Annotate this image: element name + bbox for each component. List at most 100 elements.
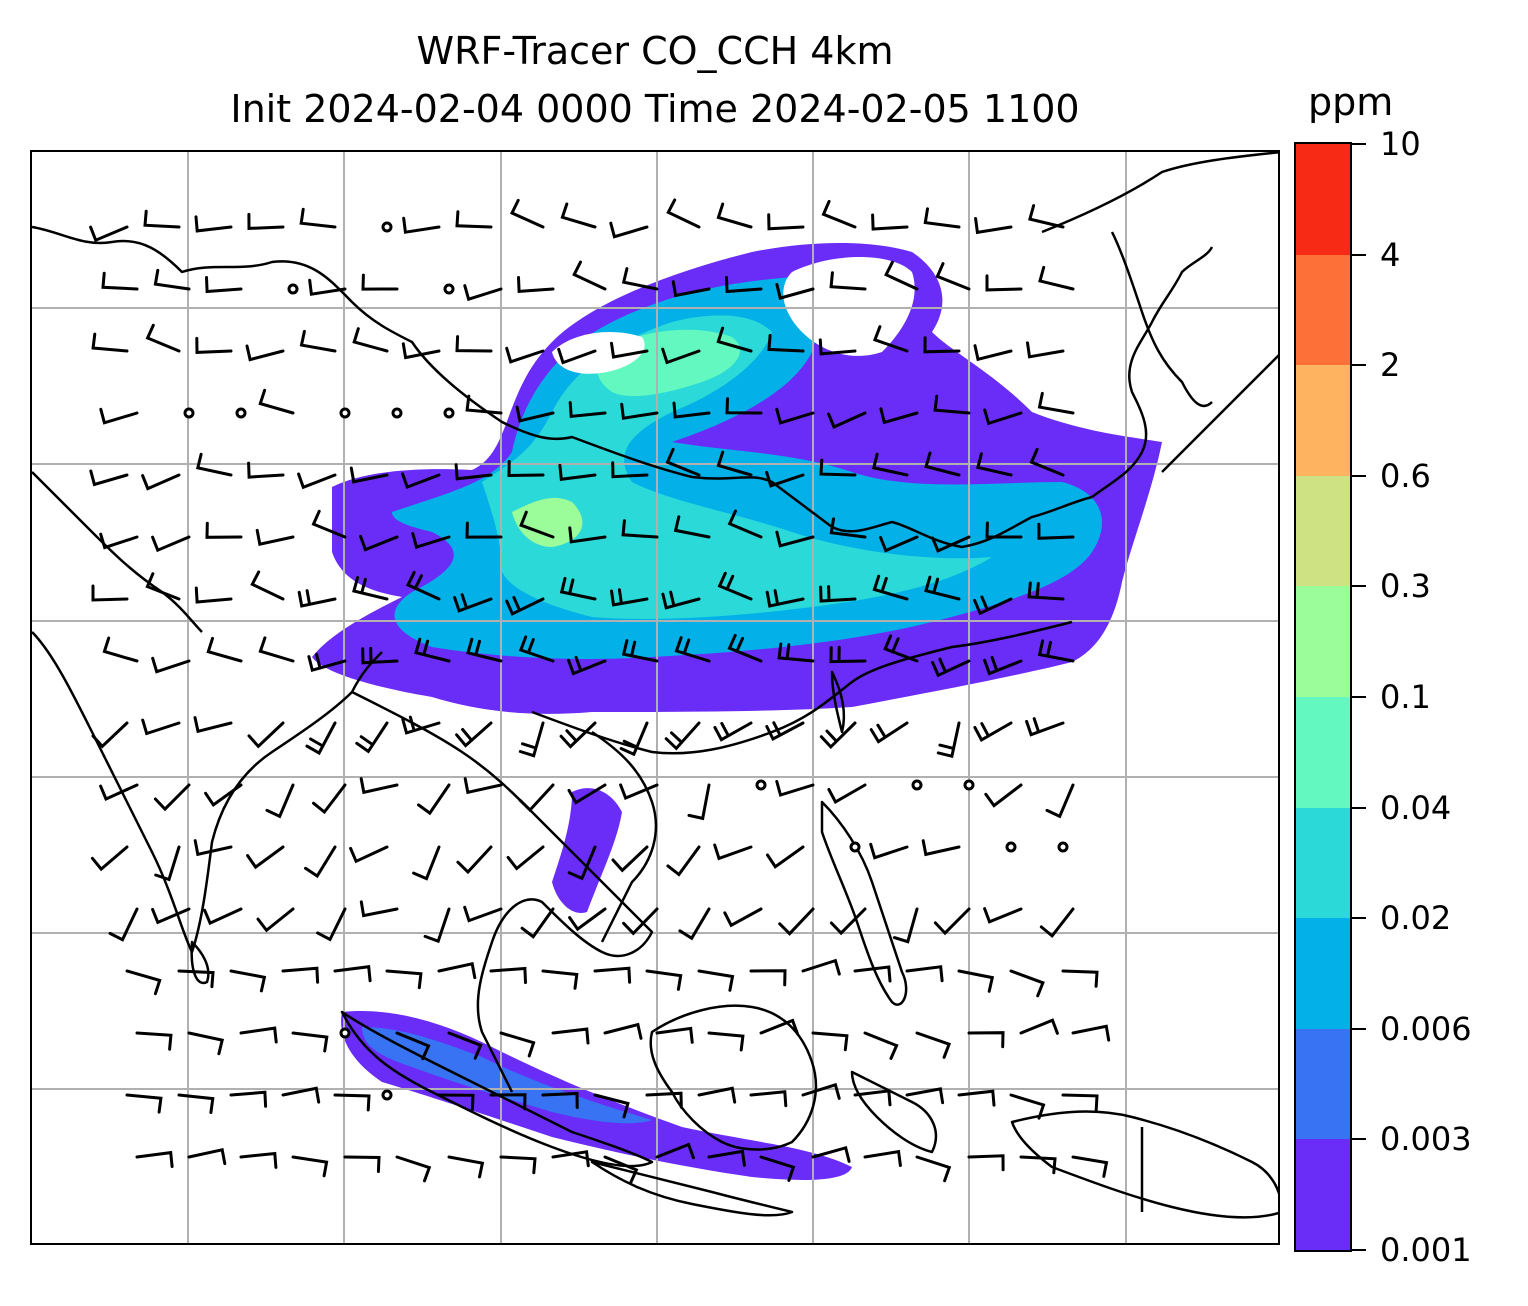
wind-barb xyxy=(135,1031,173,1051)
wind-barb xyxy=(829,645,867,664)
wind-barb xyxy=(973,595,1013,616)
colorbar-tick xyxy=(1352,806,1366,809)
plume-loop-hole xyxy=(783,257,915,356)
wind-barb xyxy=(923,336,961,354)
wind-barb xyxy=(1026,341,1065,359)
wind-barb xyxy=(619,783,659,800)
wind-barb xyxy=(568,907,607,932)
wind-barb xyxy=(1045,783,1075,819)
wind-barb xyxy=(801,1082,841,1100)
wind-barb xyxy=(985,274,1023,292)
wind-barb xyxy=(697,1086,737,1104)
colorbar-tick-label: 0.006 xyxy=(1380,1009,1472,1048)
wind-barb xyxy=(811,1145,851,1163)
wind-barb xyxy=(984,783,1023,808)
wind-barb xyxy=(749,969,787,987)
wind-barb xyxy=(101,271,139,291)
wind-barb xyxy=(385,969,423,990)
calm-marker xyxy=(849,841,861,853)
wind-barb xyxy=(933,907,971,936)
colorbar-tick xyxy=(1352,585,1366,588)
coast-vietnam xyxy=(591,730,658,943)
wind-barb xyxy=(505,596,545,616)
wind-barb xyxy=(151,907,191,925)
wind-barb xyxy=(307,652,347,673)
wind-barb xyxy=(716,202,753,229)
wind-barb xyxy=(517,276,555,294)
colorbar xyxy=(1294,142,1352,1252)
wind-barb xyxy=(247,212,285,230)
wind-barb xyxy=(863,1149,902,1167)
colorbar-tick xyxy=(1352,1249,1366,1251)
wind-barb xyxy=(967,1154,1005,1172)
wind-barb xyxy=(195,336,233,354)
wind-barb xyxy=(853,1089,892,1107)
wind-barb xyxy=(297,589,337,608)
coast-philippines xyxy=(820,800,908,1006)
wind-barb xyxy=(1039,907,1075,939)
map-canvas xyxy=(32,152,1278,1243)
wind-barb xyxy=(678,907,711,941)
wind-barb xyxy=(91,721,129,749)
plume-north-peak xyxy=(512,497,583,547)
colorbar-tick-label: 0.3 xyxy=(1380,567,1431,606)
wind-barb xyxy=(759,1155,796,1182)
wind-barb xyxy=(305,721,337,756)
coast-borneo xyxy=(649,1004,818,1151)
wind-barb xyxy=(455,335,493,353)
wind-barb xyxy=(1028,204,1065,229)
wind-barb xyxy=(463,284,503,302)
wind-barb xyxy=(818,338,857,356)
wind-barb xyxy=(239,1026,278,1044)
wind-barb xyxy=(423,907,451,944)
wind-barb xyxy=(767,213,805,231)
calm-marker xyxy=(339,407,351,419)
colorbar-tick-label: 0.04 xyxy=(1380,788,1452,827)
wind-barb xyxy=(557,347,597,365)
wind-barb xyxy=(716,326,753,353)
wind-barb xyxy=(91,332,129,353)
plume-south-inner xyxy=(362,1027,652,1124)
wind-barb xyxy=(1027,581,1065,601)
colorbar-tick xyxy=(1352,474,1366,477)
wind-barb xyxy=(291,1031,329,1053)
wind-barb xyxy=(465,394,503,415)
wind-barb xyxy=(352,576,389,601)
calm-marker xyxy=(1057,841,1069,853)
wind-barb xyxy=(551,1150,590,1168)
colorbar-tick-label: 10 xyxy=(1380,125,1421,163)
coast-japan xyxy=(1161,354,1278,473)
wind-barb xyxy=(619,721,649,757)
wind-barb xyxy=(343,1155,381,1173)
wind-barb xyxy=(304,845,337,879)
wind-barb xyxy=(983,907,1023,924)
wind-barb xyxy=(245,344,285,362)
colorbar-segment xyxy=(1296,1028,1350,1140)
wind-barb xyxy=(311,509,347,539)
wind-barb xyxy=(664,721,701,751)
calm-marker xyxy=(755,779,767,791)
wind-barb xyxy=(355,721,389,754)
wind-barb xyxy=(551,1027,590,1045)
wind-barb xyxy=(453,593,493,613)
wind-barb xyxy=(402,216,441,234)
wind-barb xyxy=(1025,717,1065,737)
wind-barb xyxy=(749,1090,788,1108)
calm-marker xyxy=(963,779,975,791)
calm-marker xyxy=(339,1027,351,1039)
wind-barb xyxy=(1037,391,1075,415)
colorbar-tick-label: 2 xyxy=(1380,346,1401,385)
wind-barb xyxy=(489,1093,527,1111)
wind-barb xyxy=(775,283,815,300)
colorbar-segment xyxy=(1296,807,1350,919)
wind-barb xyxy=(801,958,841,976)
calm-wind-markers xyxy=(183,221,1069,1101)
wind-barb xyxy=(655,1026,694,1044)
wind-barb xyxy=(239,1151,278,1169)
wind-barb xyxy=(1037,639,1075,663)
wind-barb xyxy=(308,278,347,296)
colorbar-segment xyxy=(1296,144,1350,255)
calm-marker xyxy=(381,1089,393,1101)
wind-barb xyxy=(193,716,233,734)
coast-china xyxy=(32,225,1093,549)
